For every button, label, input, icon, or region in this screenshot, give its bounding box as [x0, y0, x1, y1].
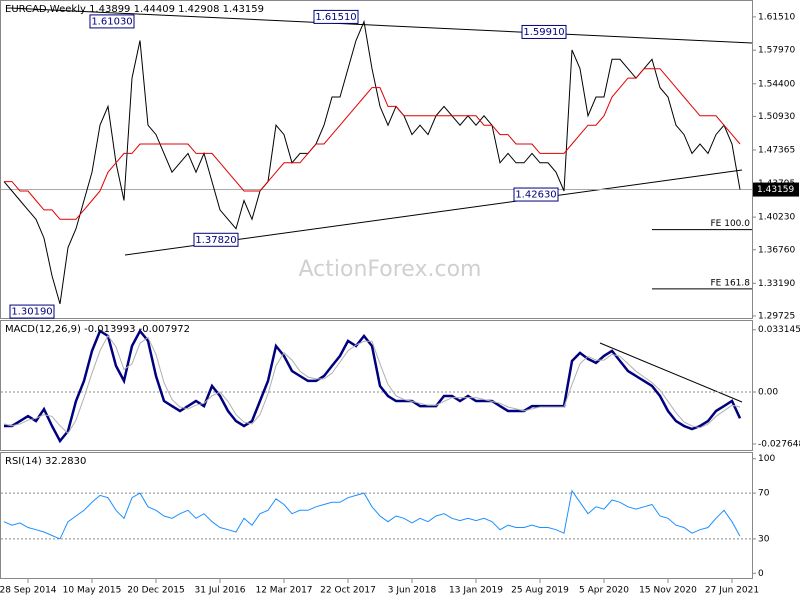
series-line [3, 489, 741, 540]
y-tick-label: 1.36760 [758, 245, 795, 255]
watermark: ActionForex.com [299, 257, 482, 282]
x-tick-label: 15 Nov 2020 [639, 586, 697, 596]
price-annotation: 1.61030 [91, 16, 132, 27]
trendline [9, 7, 753, 44]
rsi-panel [0, 452, 753, 579]
price-annotation: 1.30190 [11, 307, 52, 318]
price-annotation-box [521, 24, 567, 39]
price-annotation: 1.61510 [315, 12, 356, 23]
y-tick-label: 0.033145 [758, 325, 800, 335]
macd-panel [0, 320, 753, 451]
price-annotation: 1.42630 [515, 190, 556, 201]
y-tick-label: 100 [758, 454, 775, 464]
y-tick-label: 1.33190 [758, 279, 795, 289]
y-tick-label: 1.29725 [758, 311, 795, 321]
x-tick-label: 13 Jan 2019 [449, 586, 503, 596]
price-annotation-box [313, 9, 359, 24]
y-tick-label: 30 [758, 534, 770, 544]
x-tick-label: 3 Jun 2018 [388, 586, 437, 596]
macd-title: MACD(12,26,9) -0.013993 -0.007972 [5, 324, 190, 335]
series-line [3, 19, 741, 305]
y-tick-label: 1.61510 [758, 12, 795, 22]
rsi-title: RSI(14) 32.2830 [5, 456, 86, 467]
price-annotation: 1.59910 [523, 27, 564, 38]
y-tick-label: -0.027648 [758, 439, 800, 449]
y-tick-label: 0 [758, 569, 764, 579]
y-tick-label: 1.54400 [758, 79, 795, 89]
price-annotation: 1.37820 [195, 235, 236, 246]
y-tick-label: 0.00 [758, 388, 778, 398]
y-tick-label: 1.47365 [758, 145, 795, 155]
x-tick-label: 27 Jun 2021 [705, 586, 759, 596]
x-tick-label: 28 Sep 2014 [0, 586, 57, 596]
x-tick-label: 12 Mar 2017 [255, 586, 312, 596]
series-line [3, 334, 741, 435]
layer: 1.615101.579701.544001.509301.473651.437… [0, 9, 800, 596]
y-tick-label: 70 [758, 489, 770, 499]
y-tick-label: 1.40230 [758, 213, 795, 223]
x-tick-label: 22 Oct 2017 [320, 586, 376, 596]
fe-label: FE 161.8 [711, 278, 751, 288]
chart-title: EURCAD,Weekly 1.43899 1.44409 1.42908 1.… [5, 4, 264, 15]
last-price-box [753, 182, 799, 197]
fe-label: FE 100.0 [711, 219, 751, 229]
price-annotation-box [89, 14, 135, 29]
series-line [4, 328, 742, 444]
x-tick-label: 20 Dec 2015 [127, 586, 185, 596]
price-annotation-box [193, 232, 239, 247]
y-tick-label: 1.50930 [758, 112, 795, 122]
price-annotation-box [513, 187, 559, 202]
price-annotation-box [9, 304, 55, 319]
price-panel [0, 0, 753, 319]
last-price-label: 1.43159 [757, 185, 794, 195]
x-tick-label: 5 Apr 2020 [579, 586, 629, 596]
x-tick-label: 31 Jul 2016 [195, 586, 246, 596]
x-tick-label: 10 May 2015 [63, 586, 122, 596]
series-line [4, 68, 741, 220]
y-tick-label: 1.57970 [758, 46, 795, 56]
x-tick-label: 25 Aug 2019 [511, 586, 569, 596]
